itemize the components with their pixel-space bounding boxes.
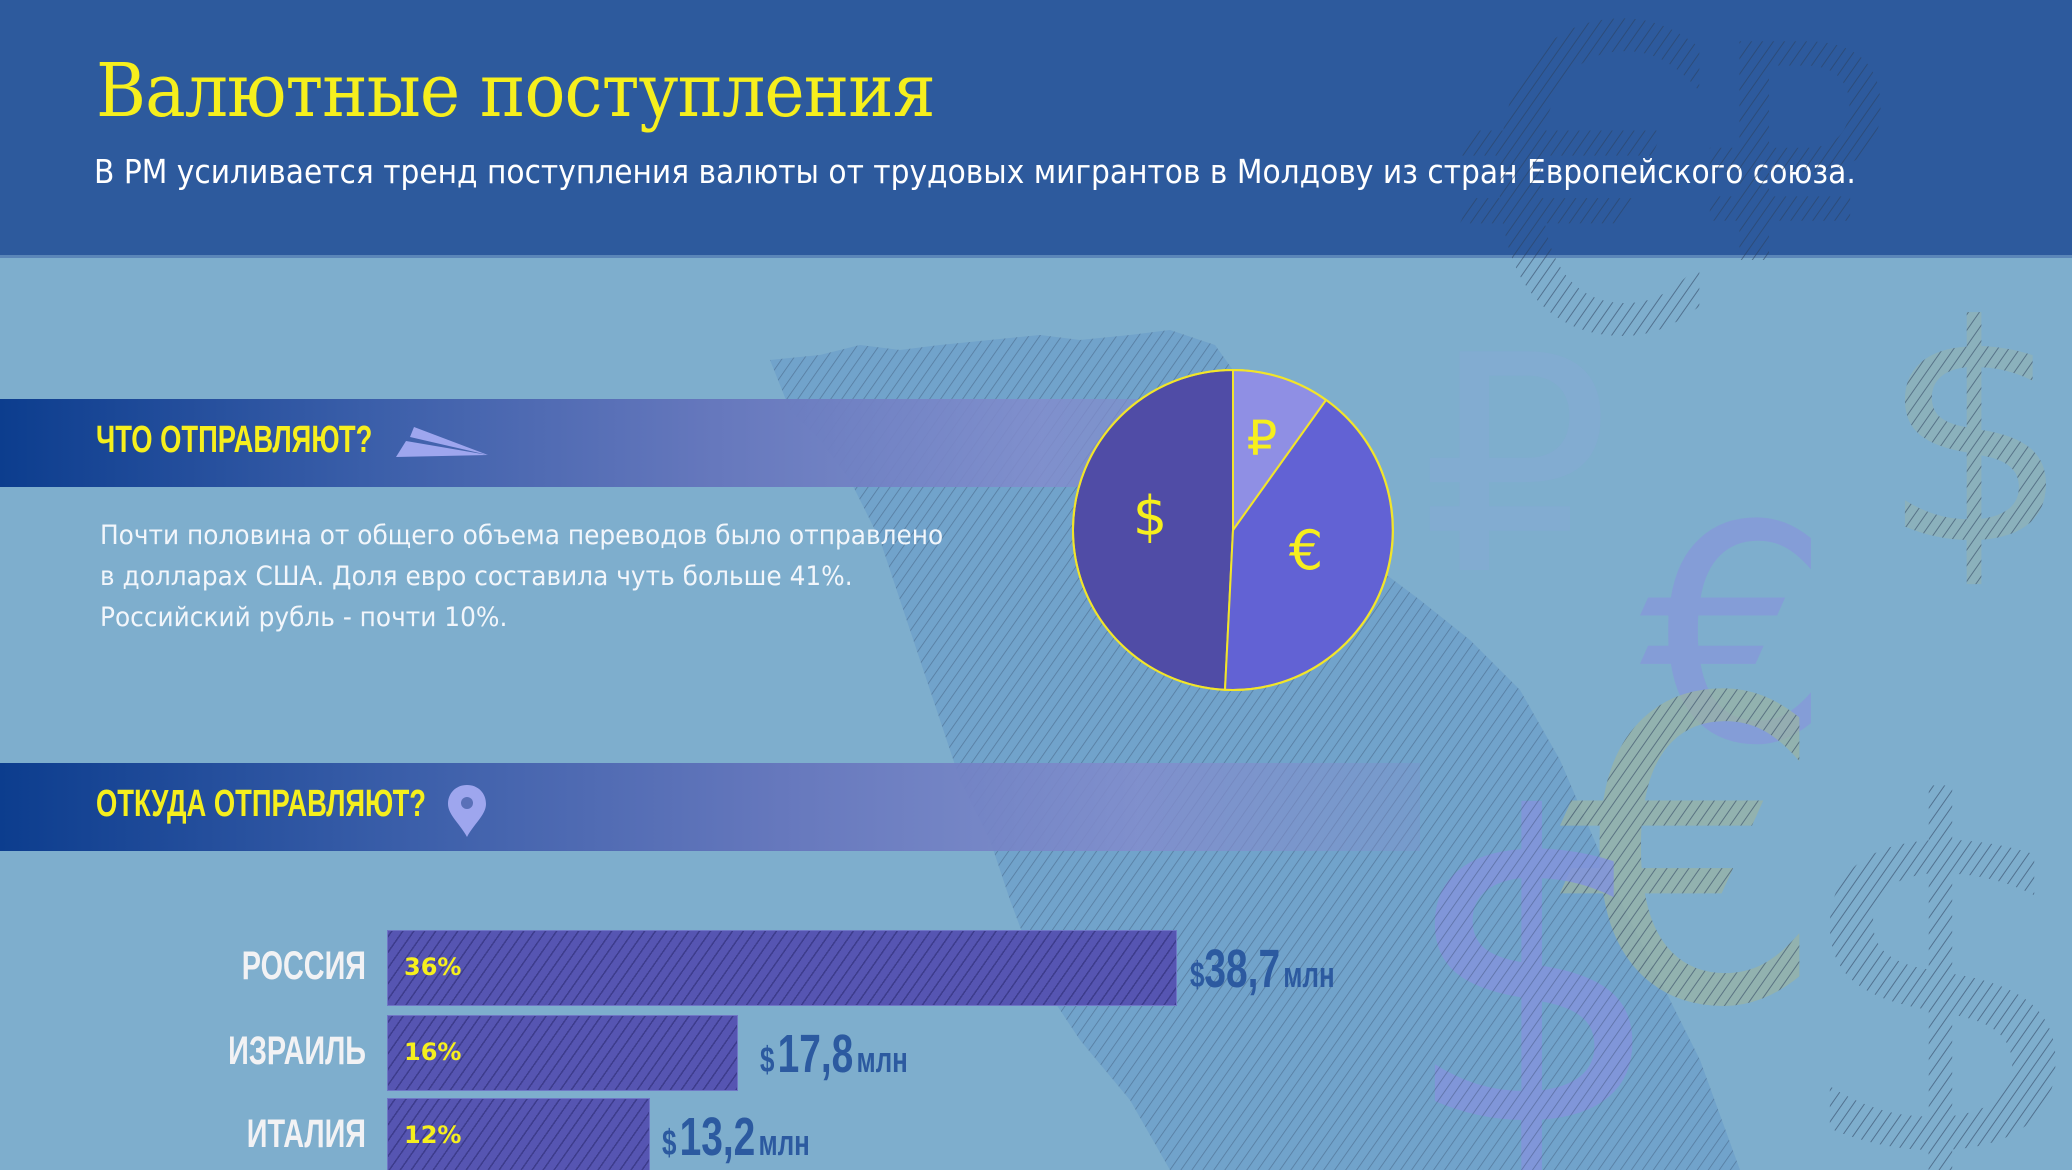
euro-glyph-icon: € <box>1640 462 1831 811</box>
paper-plane-icon <box>396 427 488 457</box>
bar-country-label: РОССИЯ <box>241 944 366 988</box>
bar-amount-label: $38,7 млн <box>1190 939 1335 999</box>
description-line: Почти половина от общего объема переводо… <box>100 520 944 551</box>
svg-text:$: $ <box>1880 262 2071 611</box>
euro-glyph-icon: € <box>1560 611 1827 1100</box>
bar-amount-label: $ 17,8 млн <box>760 1024 908 1084</box>
bar-country-label: ИТАЛИЯ <box>246 1112 366 1156</box>
bar-country-label: ИЗРАИЛЬ <box>228 1029 366 1073</box>
page-subtitle: В РМ усиливается тренд поступления валют… <box>94 152 1856 191</box>
dollar-glyph-icon: $ <box>1880 262 2071 611</box>
usd-symbol-icon: $ <box>1133 485 1167 548</box>
eur-symbol-icon: € <box>1289 519 1323 582</box>
page-title: Валютные поступления <box>96 48 936 134</box>
ruble-glyph-icon: ₽ <box>1420 292 1611 641</box>
bar-amount-label: $ 13,2 млн <box>662 1107 810 1167</box>
section-where-label: ОТКУДА ОТПРАВЛЯЮТ? <box>96 783 427 825</box>
description-line: Российский рубль - почти 10%. <box>100 602 508 633</box>
section-what-description: Почти половина от общего объема переводо… <box>100 515 983 638</box>
bar-fill: 12% <box>387 1098 650 1170</box>
dollar-glyph-icon: $ <box>1790 705 2072 1170</box>
dollar-glyph-icon: $ <box>1400 731 1667 1170</box>
section-where-header: ОТКУДА ОТПРАВЛЯЮТ? <box>0 763 1420 851</box>
description-line: в долларах США. Доля евро составила чуть… <box>100 561 853 592</box>
svg-text:$: $ <box>1400 731 1667 1170</box>
bar-percent-label: 36% <box>404 953 462 981</box>
header-banner: Валютные поступления В РМ усиливается тр… <box>0 0 2072 258</box>
currency-pie-chart: $ € ₽ <box>1072 368 1394 691</box>
section-what-label: ЧТО ОТПРАВЛЯЮТ? <box>96 419 373 461</box>
svg-text:€: € <box>1560 611 1827 1100</box>
bar-fill: 36% <box>387 930 1177 1006</box>
map-pin-icon <box>448 785 486 837</box>
bar-fill: 16% <box>387 1015 738 1091</box>
bar-percent-label: 16% <box>404 1038 462 1066</box>
rub-symbol-icon: ₽ <box>1247 411 1278 467</box>
bar-percent-label: 12% <box>404 1121 462 1149</box>
